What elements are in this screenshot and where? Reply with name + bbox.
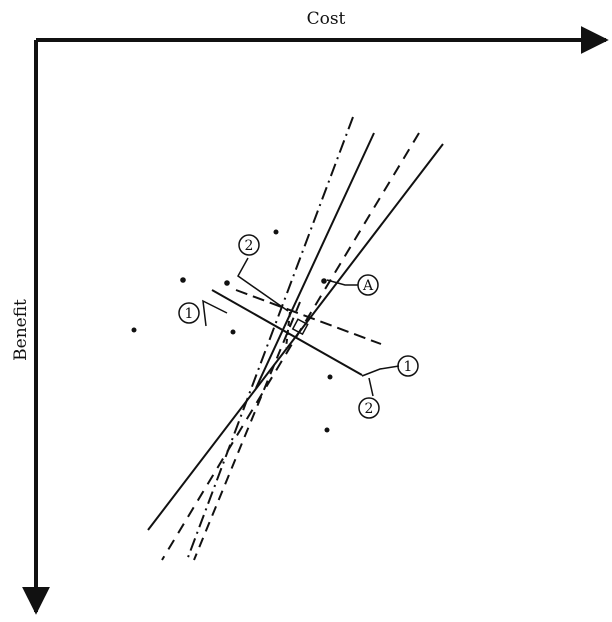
data-point [273,229,279,235]
scatter-points [131,229,333,433]
data-point [321,278,327,284]
data-point [180,277,186,283]
leader-two-bottom [368,377,374,397]
marker-two-bottom [358,397,380,419]
marker-one-left [178,302,200,324]
data-point [327,374,333,380]
y-axis-label: Benefit [11,299,31,361]
data-point [324,427,330,433]
callout-markers: 1 2 A 1 2 [178,234,419,419]
leader-one-right [361,365,400,377]
leader-a [326,279,358,286]
data-point [230,329,236,335]
marker-two-bottom-label: 2 [365,401,374,417]
data-point [131,327,137,333]
marker-a [357,274,379,296]
orthogonal-segment-2 [235,289,382,345]
marker-two-top [238,234,260,256]
steep-dashed-regression-line [193,301,301,561]
x-axis-label: Cost [307,9,346,29]
marker-a-label: A [362,278,374,294]
marker-one-right [397,355,419,377]
leader-two-top [237,257,289,312]
leader-one-left [202,299,228,327]
marker-one-left-label: 1 [185,306,194,322]
regression-lines [147,116,444,561]
projection-segment [285,311,291,349]
marker-one-right-label: 1 [404,359,413,375]
dashed-regression-line [161,132,420,561]
dash-dot-regression-line [186,116,354,561]
axes: Cost Benefit [11,9,609,615]
marker-two-top-label: 2 [245,238,254,254]
steep-solid-regression-line [255,132,375,389]
data-point [224,280,230,286]
right-angle-marker [291,318,309,336]
